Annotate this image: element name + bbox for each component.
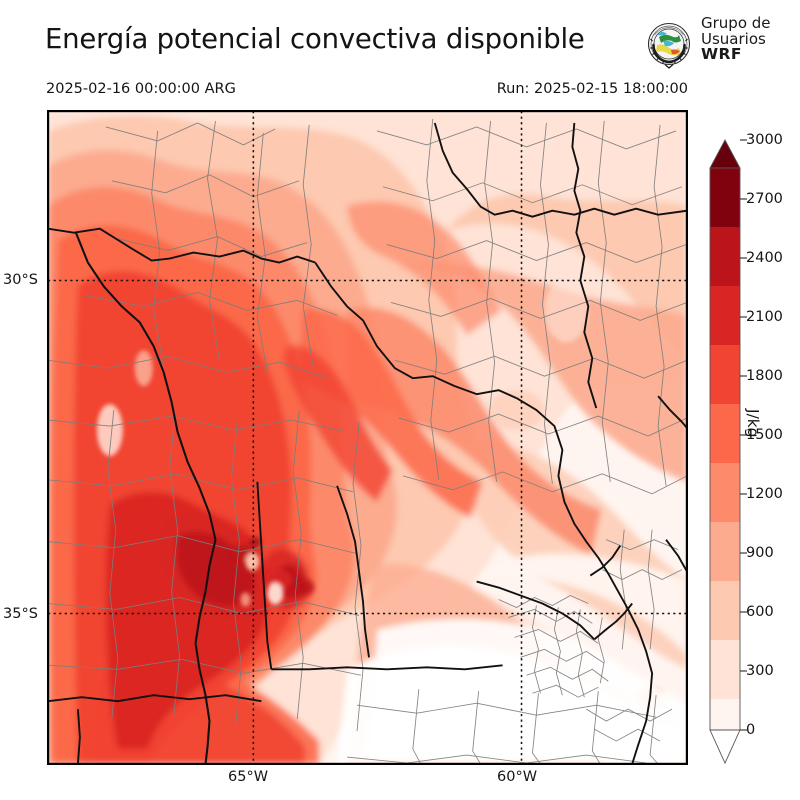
colorbar-tick-1800: 1800 bbox=[746, 368, 783, 384]
colorbar-tick-1500: 1500 bbox=[746, 427, 783, 443]
lat-tick-30s: 30°S bbox=[3, 272, 38, 288]
colorbar-tick-3000: 3000 bbox=[746, 132, 783, 148]
lon-tick-65w: 65°W bbox=[228, 769, 269, 785]
colorbar-tick-2400: 2400 bbox=[746, 250, 783, 266]
logo-text: Grupo de Usuarios WRF bbox=[701, 14, 793, 63]
valid-time-label: 2025-02-16 00:00:00 ARG bbox=[46, 81, 236, 97]
lat-tick-35s: 35°S bbox=[3, 606, 38, 622]
colorbar-tick-600: 600 bbox=[746, 604, 774, 620]
colorbar-gradient bbox=[709, 139, 747, 765]
colorbar[interactable]: 3000 2700 2400 2100 1800 1500 1200 900 6… bbox=[706, 113, 800, 773]
colorbar-tick-2100: 2100 bbox=[746, 309, 783, 325]
colorbar-tick-2700: 2700 bbox=[746, 191, 783, 207]
map-plot-area[interactable] bbox=[47, 110, 688, 765]
logo-line-2: Usuarios bbox=[701, 29, 766, 48]
colorbar-tick-300: 300 bbox=[746, 663, 774, 679]
logo-line-1: Grupo de bbox=[701, 14, 771, 32]
wrf-seal-icon bbox=[647, 22, 691, 69]
cape-contour-map bbox=[48, 111, 687, 764]
logo: Grupo de Usuarios WRF bbox=[641, 15, 789, 76]
colorbar-tick-0: 0 bbox=[746, 722, 756, 738]
colorbar-tick-900: 900 bbox=[746, 545, 774, 561]
colorbar-tick-1200: 1200 bbox=[746, 486, 783, 502]
run-time-label: Run: 2025-02-15 18:00:00 bbox=[496, 81, 688, 97]
colorbar-unit-label: J/kg bbox=[744, 409, 762, 438]
lon-tick-60w: 60°W bbox=[497, 769, 538, 785]
logo-line-3: WRF bbox=[701, 45, 742, 63]
page-title: Energía potencial convectiva disponible bbox=[45, 23, 585, 55]
